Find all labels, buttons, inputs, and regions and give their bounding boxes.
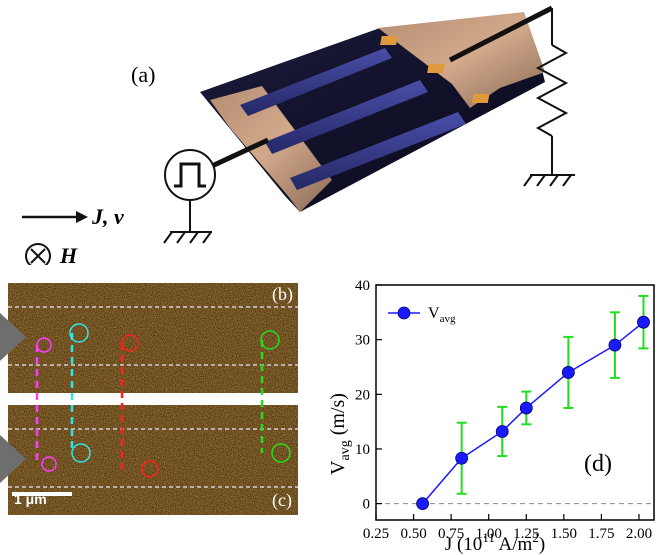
panel-a-device-schematic xyxy=(22,5,575,265)
panels-bc-mfm-images xyxy=(0,283,298,515)
plot-frame xyxy=(375,284,655,521)
panel-a-label: (a) xyxy=(131,62,156,87)
y-tick-label: 0 xyxy=(363,497,371,513)
pad-marker-c xyxy=(0,435,26,483)
data-point xyxy=(416,497,429,511)
current-velocity-label: J, v xyxy=(92,204,124,229)
data-point xyxy=(455,451,469,465)
data-point xyxy=(561,366,575,379)
x-tick-label: 0.25 xyxy=(363,526,389,542)
resistor-icon xyxy=(535,44,569,137)
y-tick-label: 20 xyxy=(355,387,370,403)
data-point xyxy=(519,401,533,415)
x-tick-label: 1.25 xyxy=(513,526,539,542)
x-axis-label: J (1011 A/m2) xyxy=(445,530,545,555)
panel-d-label: (d) xyxy=(584,451,612,477)
legend-label: Vavg xyxy=(428,305,456,325)
x-tick-label: 1.00 xyxy=(476,526,502,542)
y-tick-label: 40 xyxy=(355,278,370,294)
legend-marker xyxy=(397,306,411,320)
panel-c-label: (c) xyxy=(272,490,292,510)
x-tick-label: 2.00 xyxy=(626,526,652,542)
lead-wire-left xyxy=(210,137,270,169)
data-point xyxy=(608,338,622,352)
field-label: H xyxy=(60,243,78,268)
contact-1 xyxy=(380,36,398,45)
nanowire-1 xyxy=(240,48,392,116)
contact-2 xyxy=(427,64,445,73)
x-tick-label: 1.50 xyxy=(551,526,577,542)
skyrmion-cyan-b xyxy=(69,323,89,343)
legend: Vavg xyxy=(388,305,456,325)
data-point xyxy=(637,315,650,329)
nanowire-3 xyxy=(290,112,466,190)
scale-bar-label: 1 μm xyxy=(14,491,47,507)
y-axis-label: Vavg (m/s) xyxy=(327,393,353,475)
nanowire-2 xyxy=(265,80,428,154)
panel-b-label: (b) xyxy=(272,284,293,304)
x-tick-label: 0.50 xyxy=(400,526,426,542)
pad-marker-b xyxy=(0,313,26,361)
ground-icon-right xyxy=(523,174,575,187)
skyrmion-magenta-c xyxy=(41,456,57,472)
x-tick-label: 0.75 xyxy=(438,526,464,542)
y-tick-label: 30 xyxy=(355,333,370,349)
skyrmion-cyan-c xyxy=(71,443,91,463)
lead-wire-right xyxy=(448,5,554,63)
right-contact-pad xyxy=(378,12,545,108)
data-point xyxy=(495,425,509,438)
skyrmion-green-c xyxy=(271,443,291,463)
y-tick-label: 10 xyxy=(355,442,370,458)
skyrmion-red-c xyxy=(141,460,159,478)
x-tick-label: 1.75 xyxy=(588,526,614,542)
scale-bar xyxy=(12,492,72,496)
ground-icon-left xyxy=(163,231,212,244)
contact-3 xyxy=(471,94,490,103)
